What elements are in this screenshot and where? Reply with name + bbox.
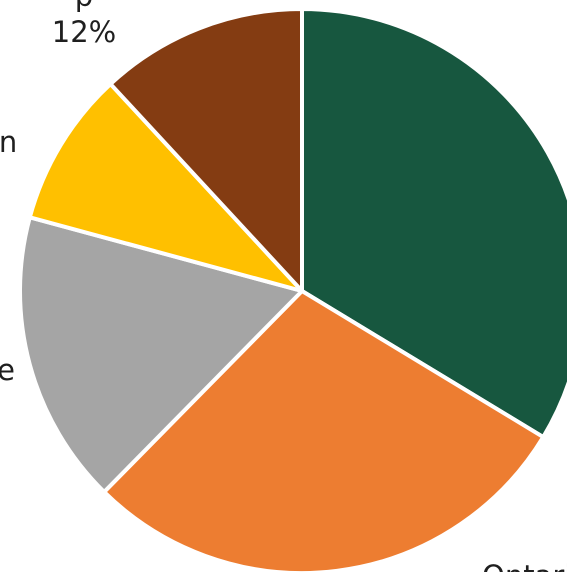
pie-slice-2 xyxy=(102,289,546,572)
slice-name-label-ontario: Ontario xyxy=(482,559,567,572)
pie-slice-4 xyxy=(27,82,304,293)
slice-name-label-left-upper-partial: n xyxy=(0,125,17,159)
slice-name-label-left-lower-partial: e xyxy=(0,353,15,387)
slice-name-label-top-partial: p xyxy=(75,0,93,13)
pie-slice-5 xyxy=(108,7,304,293)
pie-slice-3 xyxy=(18,215,304,494)
pie-slices xyxy=(18,7,567,572)
slice-percent-label: 12% xyxy=(52,15,116,49)
